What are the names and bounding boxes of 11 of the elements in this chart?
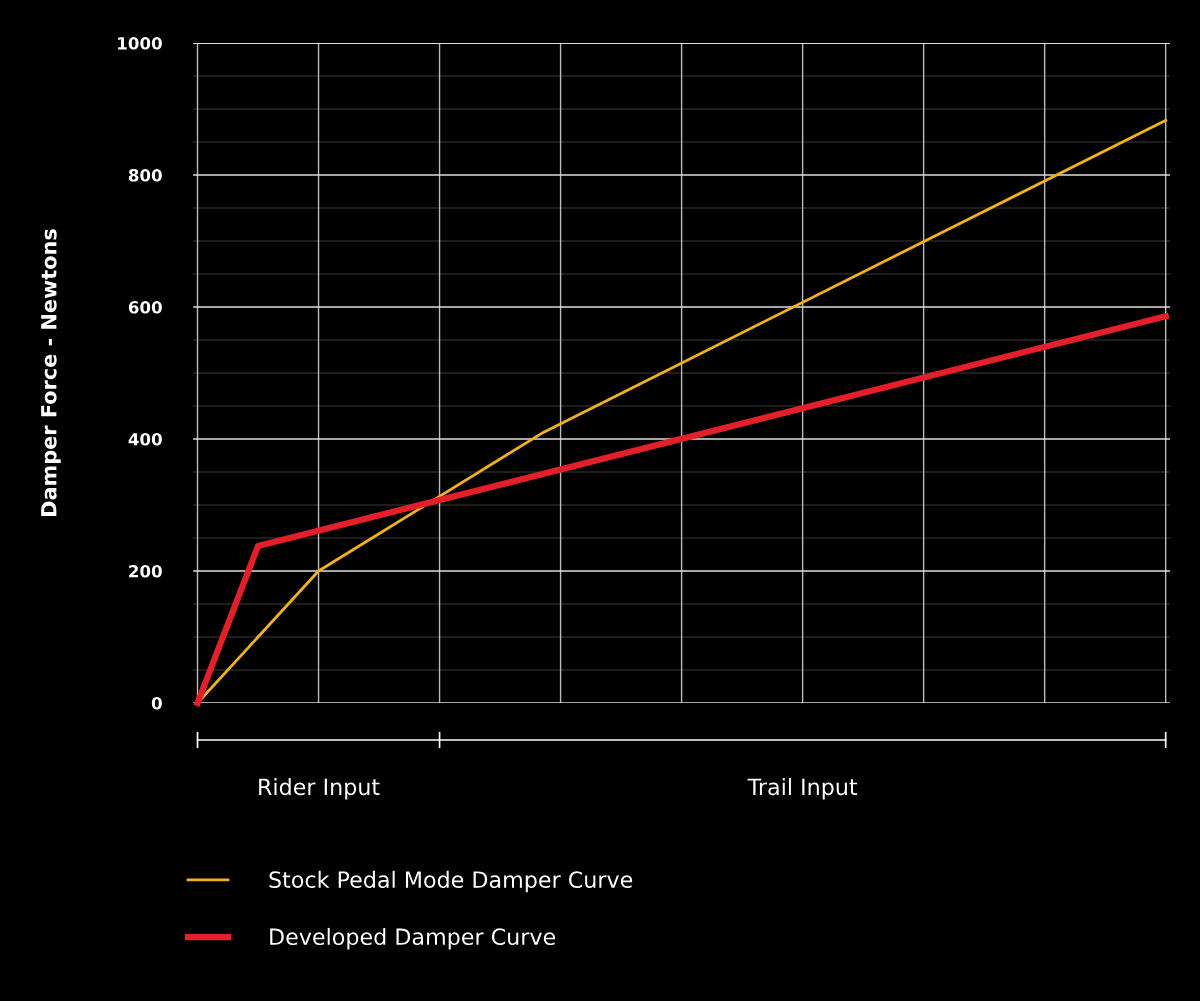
- text: Trail Input: [747, 778, 858, 800]
- y-tick-label: 400: [128, 432, 162, 446]
- text: Rider Input: [259, 778, 380, 800]
- legend-label: Developed Damper Curve: [270, 927, 556, 950]
- y-tick-label: 200: [129, 564, 162, 578]
- y-tick-label: 600: [128, 300, 162, 314]
- legend-label: Stock Pedal Mode Damper Curve: [269, 870, 633, 893]
- y-tick-label: 0: [151, 696, 162, 710]
- y-tick-label: 1000: [118, 37, 162, 50]
- y-axis-title: Damper Force - Newtons: [41, 229, 61, 516]
- y-tick-label: 800: [128, 169, 162, 182]
